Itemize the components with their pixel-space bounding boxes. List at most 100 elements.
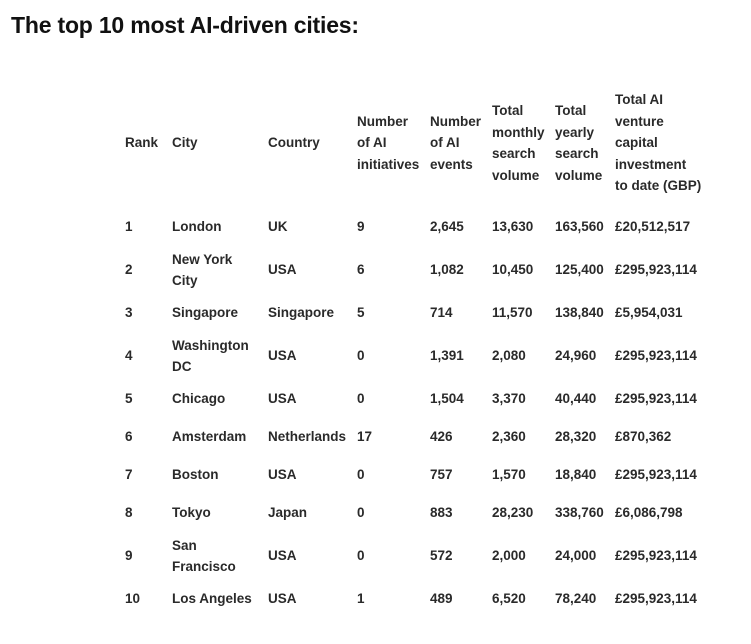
cell-initiatives: 1 (357, 591, 365, 607)
cell-vc: £295,923,114 (615, 348, 697, 364)
cell-initiatives: 5 (357, 305, 365, 321)
cell-rank: 10 (125, 591, 141, 607)
cell-yearly: 24,960 (555, 348, 597, 364)
table-row: 6 Amsterdam Netherlands 17 426 2,360 28,… (120, 418, 722, 456)
header-rank: Rank (125, 135, 159, 151)
table-row: 4 Washington DC USA 0 1,391 2,080 24,960… (120, 332, 722, 380)
header-row: Rank City Country Number of AI initiativ… (120, 88, 722, 208)
cell-events: 1,504 (430, 391, 464, 407)
cell-yearly: 125,400 (555, 262, 604, 278)
cell-country: Singapore (268, 305, 335, 321)
cell-monthly: 1,570 (492, 467, 526, 483)
cell-country: USA (268, 348, 297, 364)
cell-country: Netherlands (268, 429, 347, 445)
cell-initiatives: 0 (357, 348, 365, 364)
cell-country: USA (268, 391, 297, 407)
cell-monthly: 28,230 (492, 505, 534, 521)
header-country: Country (268, 135, 320, 151)
cell-country: UK (268, 219, 288, 235)
cell-city: Tokyo (172, 505, 211, 521)
cell-city: San Francisco (172, 537, 236, 575)
cell-city: Amsterdam (172, 429, 247, 445)
cell-events: 883 (430, 505, 453, 521)
page-title: The top 10 most AI-driven cities: (11, 12, 359, 38)
cities-table-container: Rank City Country Number of AI initiativ… (120, 88, 722, 618)
cell-rank: 9 (125, 548, 133, 564)
cell-rank: 2 (125, 262, 133, 278)
table-row: 2 New York City USA 6 1,082 10,450 125,4… (120, 246, 722, 294)
cell-vc: £295,923,114 (615, 467, 697, 483)
table-row: 10 Los Angeles USA 1 489 6,520 78,240 £2… (120, 580, 722, 618)
cell-city: Singapore (172, 305, 239, 321)
header-ai-events: Number of AI events (430, 113, 482, 172)
table-header: Rank City Country Number of AI initiativ… (120, 88, 722, 208)
cell-initiatives: 0 (357, 391, 365, 407)
cell-vc: £295,923,114 (615, 548, 697, 564)
cell-monthly: 10,450 (492, 262, 534, 278)
header-city: City (172, 135, 198, 151)
cell-vc: £20,512,517 (615, 219, 691, 235)
cell-rank: 4 (125, 348, 133, 364)
cell-vc: £295,923,114 (615, 391, 697, 407)
cell-yearly: 24,000 (555, 548, 597, 564)
cell-events: 489 (430, 591, 453, 607)
cell-vc: £295,923,114 (615, 262, 697, 278)
cell-rank: 1 (125, 219, 133, 235)
cell-rank: 7 (125, 467, 133, 483)
cell-monthly: 2,360 (492, 429, 526, 445)
cell-rank: 6 (125, 429, 133, 445)
header-monthly-search: Total monthly search volume (492, 103, 545, 183)
header-vc-investment: Total AI venture capital investment to d… (615, 92, 702, 194)
cell-yearly: 40,440 (555, 391, 597, 407)
cell-country: USA (268, 591, 297, 607)
cell-yearly: 18,840 (555, 467, 597, 483)
cell-initiatives: 17 (357, 429, 373, 445)
table-row: 1 London UK 9 2,645 13,630 163,560 £20,5… (120, 208, 722, 246)
cell-events: 757 (430, 467, 453, 483)
table-row: 5 Chicago USA 0 1,504 3,370 40,440 £295,… (120, 380, 722, 418)
cell-monthly: 11,570 (492, 305, 533, 321)
cell-monthly: 2,080 (492, 348, 526, 364)
cell-events: 572 (430, 548, 453, 564)
cell-yearly: 163,560 (555, 219, 604, 235)
cell-events: 1,082 (430, 262, 464, 278)
cell-rank: 5 (125, 391, 133, 407)
cell-vc: £5,954,031 (615, 305, 683, 321)
cell-events: 1,391 (430, 348, 464, 364)
cell-city: Los Angeles (172, 591, 252, 607)
cell-yearly: 138,840 (555, 305, 604, 321)
table-row: 3 Singapore Singapore 5 714 11,570 138,8… (120, 294, 722, 332)
cell-vc: £870,362 (615, 429, 672, 445)
cell-rank: 8 (125, 505, 133, 521)
cell-city: Boston (172, 467, 219, 483)
cell-initiatives: 6 (357, 262, 365, 278)
cell-events: 426 (430, 429, 453, 445)
cell-city: London (172, 219, 222, 235)
cell-city: Washington DC (172, 337, 249, 375)
cell-monthly: 3,370 (492, 391, 526, 407)
cell-vc: £295,923,114 (615, 591, 697, 607)
cell-monthly: 2,000 (492, 548, 526, 564)
cities-table: Rank City Country Number of AI initiativ… (120, 88, 722, 618)
cell-yearly: 78,240 (555, 591, 597, 607)
table-row: 8 Tokyo Japan 0 883 28,230 338,760 £6,08… (120, 494, 722, 532)
table-row: 7 Boston USA 0 757 1,570 18,840 £295,923… (120, 456, 722, 494)
table-row: 9 San Francisco USA 0 572 2,000 24,000 £… (120, 532, 722, 580)
cell-country: USA (268, 467, 297, 483)
cell-country: USA (268, 548, 297, 564)
table-body: 1 London UK 9 2,645 13,630 163,560 £20,5… (120, 208, 722, 618)
cell-city: Chicago (172, 391, 226, 407)
cell-monthly: 6,520 (492, 591, 526, 607)
cell-yearly: 28,320 (555, 429, 597, 445)
cell-vc: £6,086,798 (615, 505, 683, 521)
cell-rank: 3 (125, 305, 133, 321)
cell-country: USA (268, 262, 297, 278)
header-yearly-search: Total yearly search volume (555, 103, 603, 183)
cell-yearly: 338,760 (555, 505, 604, 521)
cell-initiatives: 0 (357, 505, 365, 521)
cell-city: New York City (172, 251, 233, 289)
cell-initiatives: 0 (357, 548, 365, 564)
cell-initiatives: 9 (357, 219, 365, 235)
cell-monthly: 13,630 (492, 219, 534, 235)
cell-events: 2,645 (430, 219, 464, 235)
